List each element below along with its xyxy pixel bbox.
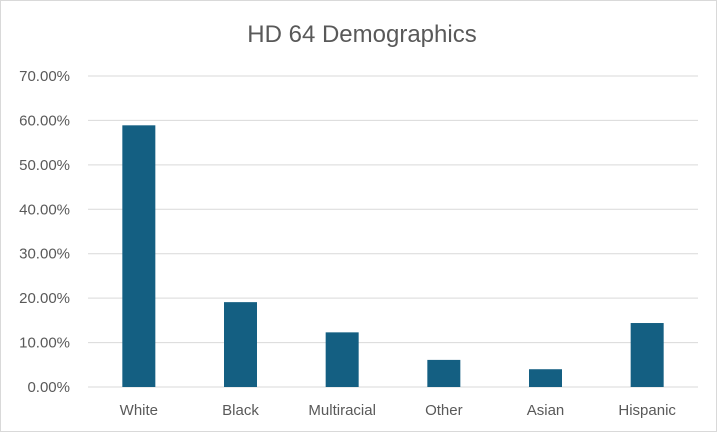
x-category-label: Black [222,402,259,419]
y-tick-label: 10.00% [19,335,70,352]
bar-white [122,125,156,388]
x-axis-categories: White Black Multiracial Other Asian Hispanic [120,402,677,419]
gridlines [88,75,698,388]
x-category-label: Other [425,402,463,419]
bar-multiracial [325,332,359,387]
bar-other [427,359,461,387]
bar-asian [529,369,562,387]
y-tick-label: 30.00% [19,246,70,263]
bar-black [224,302,257,387]
y-tick-label: 70.00% [19,68,70,85]
y-tick-label: 0.00% [27,379,70,396]
bars [122,125,664,388]
y-axis-ticks: 0.00% 10.00% 20.00% 30.00% 40.00% 50.00% 60.00… [19,68,70,396]
bar-hispanic [630,323,664,387]
x-category-label: Hispanic [618,402,676,419]
chart-title: HD 64 Demographics [247,21,476,48]
x-category-label: White [120,402,158,419]
y-tick-label: 40.00% [19,201,70,218]
x-category-label: Multiracial [308,402,376,419]
x-category-label: Asian [527,402,565,419]
y-tick-label: 50.00% [19,157,70,174]
y-tick-label: 60.00% [19,112,70,129]
y-tick-label: 20.00% [19,290,70,307]
